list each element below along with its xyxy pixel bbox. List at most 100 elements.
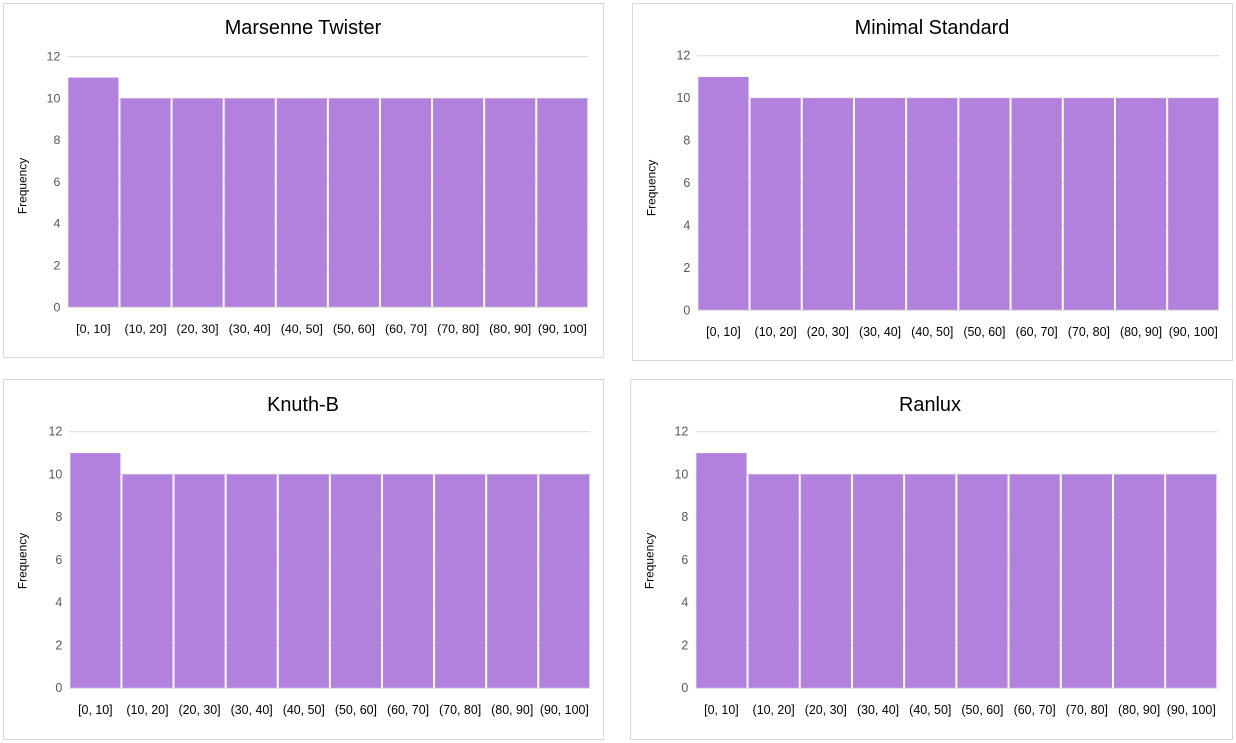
bar: [907, 98, 958, 311]
bar: [905, 474, 956, 689]
bar: [120, 98, 171, 308]
x-tick-label: (10, 20]: [753, 703, 795, 717]
x-tick-label: (90, 100]: [1167, 703, 1216, 717]
x-tick-label: (50, 60]: [335, 703, 377, 717]
bar: [539, 474, 590, 689]
bar: [1115, 98, 1167, 311]
bar: [1168, 98, 1219, 311]
bar: [959, 98, 1010, 311]
bar: [1061, 474, 1112, 689]
x-tick-label: (90, 100]: [1169, 325, 1218, 339]
x-tick-label: (60, 70]: [1014, 703, 1056, 717]
y-tick-label: 4: [681, 596, 688, 610]
x-tick-label: (80, 90]: [491, 703, 533, 717]
y-tick-label: 0: [683, 303, 690, 317]
x-tick-label: [0, 10]: [704, 703, 739, 717]
bar: [802, 98, 853, 311]
x-tick-label: (10, 20]: [126, 703, 168, 717]
histogram-chart: Marsenne Twister Frequency 0 2 4 6 8 10 12 [0, …: [16, 17, 589, 336]
chart-title: Ranlux: [899, 394, 961, 416]
x-tick-label: (50, 60]: [961, 703, 1003, 717]
x-tick-label: (50, 60]: [963, 325, 1005, 339]
bar: [1063, 98, 1114, 311]
bar: [122, 474, 173, 689]
bar: [330, 474, 381, 689]
histogram-chart: Ranlux Frequency 0 2 4 6 8 10 12 [0, 10] (10, 20…: [643, 394, 1218, 717]
bar: [226, 474, 277, 689]
x-tick-label: (60, 70]: [1016, 325, 1058, 339]
x-tick-label: (20, 30]: [807, 325, 849, 339]
x-tick-label: (10, 20]: [755, 325, 797, 339]
y-tick-label: 0: [55, 681, 62, 695]
bar: [537, 98, 588, 308]
y-tick-label: 6: [55, 553, 62, 567]
bar: [854, 98, 906, 311]
bar: [276, 98, 327, 308]
bar: [435, 474, 486, 689]
x-tick-label: (70, 80]: [437, 322, 479, 336]
y-tick-label: 8: [53, 133, 60, 147]
y-tick-label: 6: [683, 176, 690, 190]
y-tick-label: 4: [683, 218, 690, 232]
x-tick-label: (20, 30]: [177, 322, 219, 336]
y-tick-label: 8: [683, 134, 690, 148]
y-tick-label: 8: [55, 510, 62, 524]
bar: [172, 98, 223, 308]
y-tick-label: 2: [55, 638, 62, 652]
x-tick-label: (40, 50]: [283, 703, 325, 717]
x-tick-label: (30, 40]: [229, 322, 271, 336]
y-tick-label: 6: [681, 553, 688, 567]
x-tick-label: (90, 100]: [538, 322, 587, 336]
x-tick-label: [0, 10]: [706, 325, 741, 339]
y-axis-label: Frequency: [16, 158, 30, 214]
x-tick-label: (80, 90]: [1120, 325, 1162, 339]
bar: [1113, 474, 1165, 689]
y-tick-label: 8: [681, 510, 688, 524]
x-tick-label: (70, 80]: [1066, 703, 1108, 717]
x-tick-label: (60, 70]: [385, 322, 427, 336]
bar: [380, 98, 432, 308]
x-tick-label: (80, 90]: [1118, 703, 1160, 717]
chart-panel-marsenne-twister: Marsenne Twister Frequency 0 2 4 6 8 10 12 [0, …: [3, 3, 604, 358]
y-tick-label: 10: [49, 467, 63, 481]
chart-title: Minimal Standard: [855, 17, 1010, 39]
bar: [174, 474, 225, 689]
y-tick-label: 2: [683, 261, 690, 275]
plot-area: 0 2 4 6 8 10 12 [0, 10] (10, 20] (20, 30] (30, 40]…: [47, 50, 589, 336]
bar: [224, 98, 275, 308]
histogram-chart: Knuth-B Frequency 0 2 4 6 8 10 12 [0, 10] (10, 2…: [16, 394, 591, 717]
y-tick-label: 4: [55, 596, 62, 610]
y-axis-label: Frequency: [645, 160, 659, 216]
y-tick-label: 4: [53, 217, 60, 231]
y-tick-label: 0: [53, 300, 60, 314]
x-tick-label: (20, 30]: [805, 703, 847, 717]
bar: [487, 474, 538, 689]
x-tick-label: (30, 40]: [859, 325, 901, 339]
bar: [485, 98, 536, 308]
bar: [1011, 98, 1062, 311]
plot-area: 0 2 4 6 8 10 12 [0, 10] (10, 20] (20, 30] (30, 40]…: [49, 425, 591, 717]
chart-title: Marsenne Twister: [225, 17, 382, 39]
x-tick-label: (20, 30]: [179, 703, 221, 717]
bar: [70, 453, 121, 689]
bar: [1166, 474, 1217, 689]
y-tick-label: 10: [675, 467, 689, 481]
y-tick-label: 12: [677, 49, 691, 63]
bar: [433, 98, 484, 308]
y-tick-label: 12: [47, 50, 61, 64]
y-tick-label: 2: [53, 258, 60, 272]
plot-area: 0 2 4 6 8 10 12 [0, 10] (10, 20] (20, 30] (30, 40]…: [675, 425, 1218, 717]
y-axis-label: Frequency: [643, 533, 657, 589]
bar: [748, 474, 799, 689]
x-tick-label: (80, 90]: [489, 322, 531, 336]
bar: [957, 474, 1008, 689]
x-tick-label: (60, 70]: [387, 703, 429, 717]
chart-panel-minimal-standard: Minimal Standard Frequency 0 2 4 6 8 10 12 [0, …: [632, 3, 1233, 361]
bar: [750, 98, 801, 311]
x-tick-label: [0, 10]: [76, 322, 111, 336]
y-tick-label: 6: [53, 175, 60, 189]
chart-title: Knuth-B: [267, 394, 339, 416]
y-tick-label: 2: [681, 638, 688, 652]
x-tick-label: (40, 50]: [911, 325, 953, 339]
bar: [382, 474, 434, 689]
